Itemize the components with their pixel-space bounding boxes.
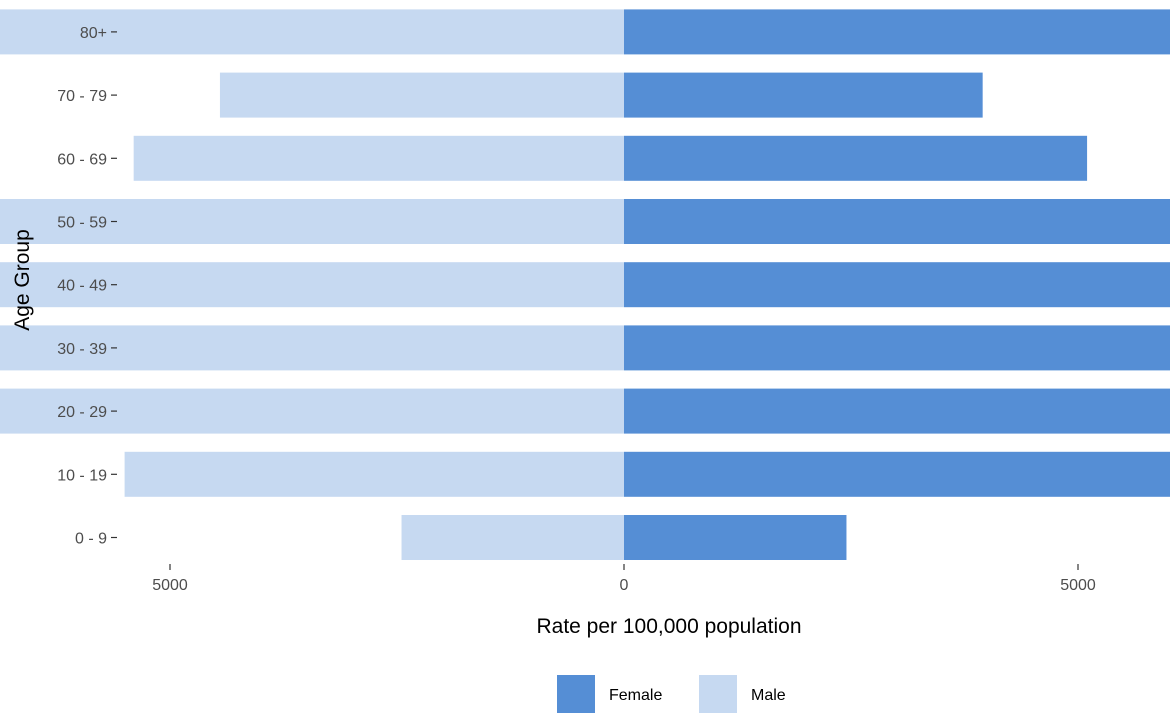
bar-male-40-49 (0, 262, 625, 308)
y-tick-label-70-79: 70 - 79 (57, 88, 107, 105)
bar-female-40-49 (624, 262, 1170, 308)
y-tick-label-20-29: 20 - 29 (57, 404, 107, 421)
y-tick-label-60-69: 60 - 69 (57, 151, 107, 168)
x-tick-label: 0 (620, 577, 629, 594)
bar-female-0-9 (624, 515, 847, 560)
bar-male-50-59 (0, 199, 624, 244)
bar-male-10-19 (124, 451, 624, 497)
y-tick-label-30-39: 30 - 39 (57, 341, 107, 358)
bar-male-0-9 (401, 515, 624, 560)
bar-female-60-69 (624, 135, 1088, 181)
bar-male-80 (0, 9, 624, 55)
x-tick-label: 5000 (1060, 577, 1096, 594)
y-axis: 0 - 9 10 - 19 20 - 29 30 - 39 40 - 49 50 - 59… (57, 25, 117, 548)
bar-female-10-19 (624, 451, 1170, 497)
legend: Female Male (557, 675, 786, 713)
y-tick-label-40-49: 40 - 49 (57, 278, 107, 295)
legend-swatch-male (699, 675, 737, 713)
legend-label-male: Male (751, 687, 786, 704)
female-bars (624, 9, 1170, 560)
x-axis: 1000050000500010000 (152, 564, 1096, 594)
x-tick-label: 5000 (152, 577, 188, 594)
y-tick-label-50-59: 50 - 59 (57, 215, 107, 232)
bar-female-20-29 (624, 388, 1170, 434)
bar-female-30-39 (624, 325, 1170, 371)
legend-swatch-female (557, 675, 595, 713)
y-tick-label-80: 80+ (80, 25, 107, 42)
legend-label-female: Female (609, 687, 662, 704)
bar-female-80 (624, 9, 1170, 55)
bar-male-60-69 (133, 135, 624, 181)
y-axis-title: Age Group (11, 229, 34, 331)
bar-female-70-79 (624, 72, 983, 118)
y-tick-label-0-9: 0 - 9 (75, 531, 107, 548)
y-tick-label-10-19: 10 - 19 (57, 467, 107, 484)
bar-male-70-79 (219, 72, 624, 118)
bar-male-20-29 (0, 388, 625, 434)
x-axis-title: Rate per 100,000 population (536, 615, 801, 638)
bar-female-50-59 (624, 199, 1170, 244)
bar-male-30-39 (0, 325, 625, 371)
male-bars (0, 9, 625, 560)
